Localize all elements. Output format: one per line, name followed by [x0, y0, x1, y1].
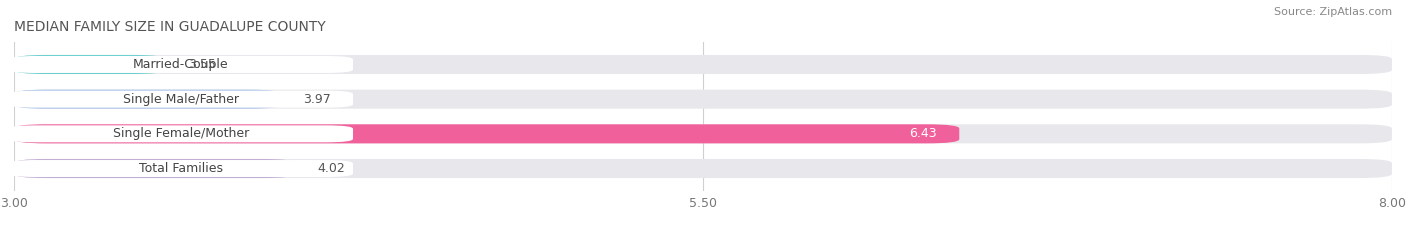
FancyBboxPatch shape: [14, 159, 295, 178]
Text: Single Male/Father: Single Male/Father: [122, 93, 239, 106]
Text: 3.55: 3.55: [187, 58, 215, 71]
Text: Married-Couple: Married-Couple: [134, 58, 229, 71]
FancyBboxPatch shape: [14, 55, 166, 74]
FancyBboxPatch shape: [14, 55, 1392, 74]
Text: MEDIAN FAMILY SIZE IN GUADALUPE COUNTY: MEDIAN FAMILY SIZE IN GUADALUPE COUNTY: [14, 20, 326, 34]
FancyBboxPatch shape: [14, 124, 1392, 143]
Text: Total Families: Total Families: [139, 162, 222, 175]
FancyBboxPatch shape: [14, 90, 281, 109]
Text: Source: ZipAtlas.com: Source: ZipAtlas.com: [1274, 7, 1392, 17]
Text: 6.43: 6.43: [910, 127, 938, 140]
FancyBboxPatch shape: [14, 124, 959, 143]
FancyBboxPatch shape: [8, 125, 353, 142]
Text: 3.97: 3.97: [304, 93, 332, 106]
FancyBboxPatch shape: [14, 90, 1392, 109]
FancyBboxPatch shape: [8, 160, 353, 177]
FancyBboxPatch shape: [8, 91, 353, 108]
FancyBboxPatch shape: [8, 56, 353, 73]
Text: Single Female/Mother: Single Female/Mother: [112, 127, 249, 140]
FancyBboxPatch shape: [14, 159, 1392, 178]
Text: 4.02: 4.02: [318, 162, 344, 175]
